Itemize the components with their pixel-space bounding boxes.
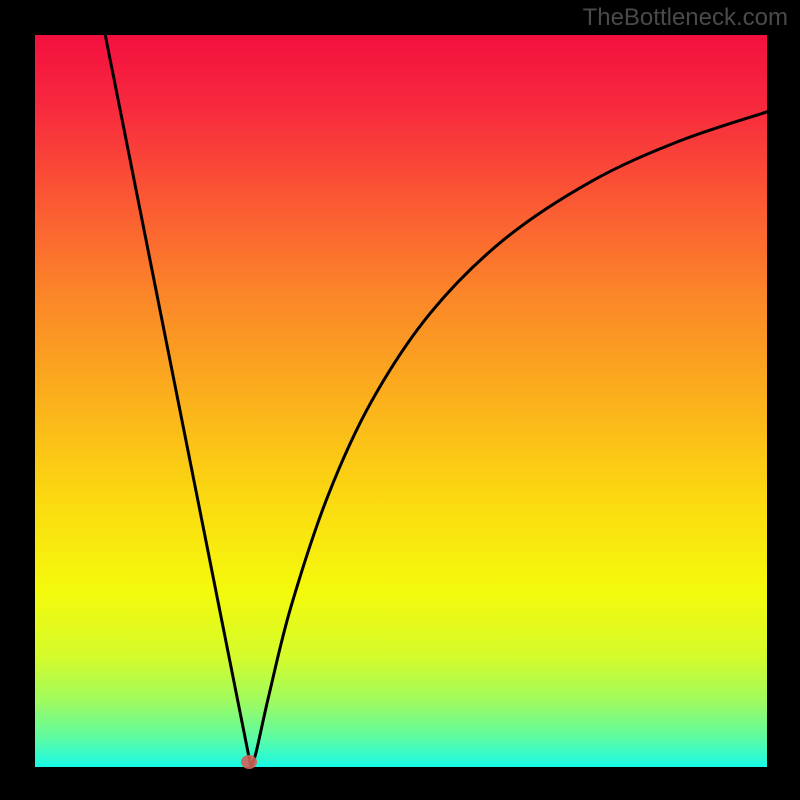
watermark-text: TheBottleneck.com	[583, 4, 788, 32]
plot-area	[35, 35, 767, 767]
minimum-marker	[241, 755, 257, 769]
bottleneck-curve	[35, 35, 767, 767]
chart-root: TheBottleneck.com	[0, 0, 800, 800]
